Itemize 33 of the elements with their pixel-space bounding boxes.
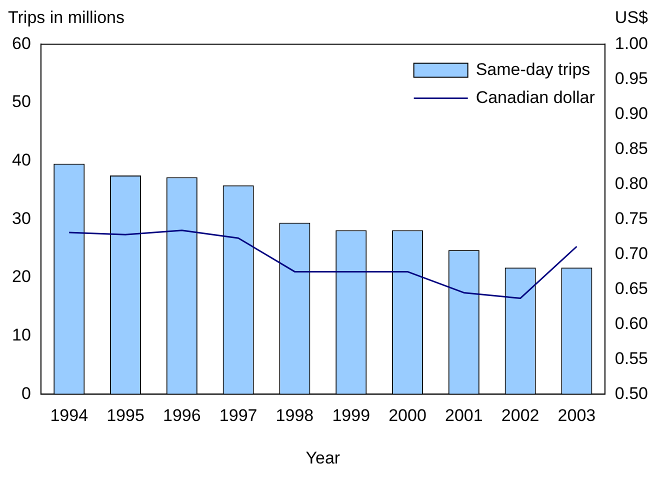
y2-tick-label: 0.90 [614,104,648,123]
y2-tick-label: 0.65 [614,278,648,298]
x-tick-label: 1999 [332,406,370,426]
y2-tick-label: 0.55 [614,348,648,368]
y2-tick-label: 0.95 [614,68,648,88]
x-tick-label: 1994 [50,406,88,426]
x-tick-label: 2003 [558,406,596,426]
y-tick-label: 20 [12,267,31,286]
y2-tick-label: 0.85 [614,138,648,158]
x-tick-label: 2002 [501,406,540,426]
y-tick-label: 10 [12,326,31,345]
x-tick-label: 2001 [445,406,483,426]
legend-label: Same-day trips [476,60,590,79]
y-tick-label: 50 [12,92,31,112]
y2-axis-title: US$ [614,8,648,28]
x-tick-label: 2000 [388,406,426,426]
y-tick-label: 0 [21,384,31,403]
y2-tick-label: 0.75 [614,208,648,228]
y2-tick-label: 0.60 [614,314,648,333]
x-tick-label: 1995 [106,406,144,426]
x-tick-label: 1996 [162,406,201,426]
y-axis-title: Trips in millions [8,8,125,28]
x-tick-label: 1997 [219,406,258,426]
y-tick-label: 40 [12,150,31,170]
y2-tick-label: 0.70 [614,244,648,263]
y2-tick-label: 0.50 [614,384,648,403]
y2-tick-label: 0.80 [614,174,648,193]
y-tick-label: 30 [12,208,31,228]
x-tick-label: 1998 [276,406,314,426]
x-axis-title: Year [306,448,340,468]
y2-tick-label: 1.00 [614,34,648,53]
legend-label: Canadian dollar [476,88,596,107]
y-tick-label: 60 [12,34,31,53]
